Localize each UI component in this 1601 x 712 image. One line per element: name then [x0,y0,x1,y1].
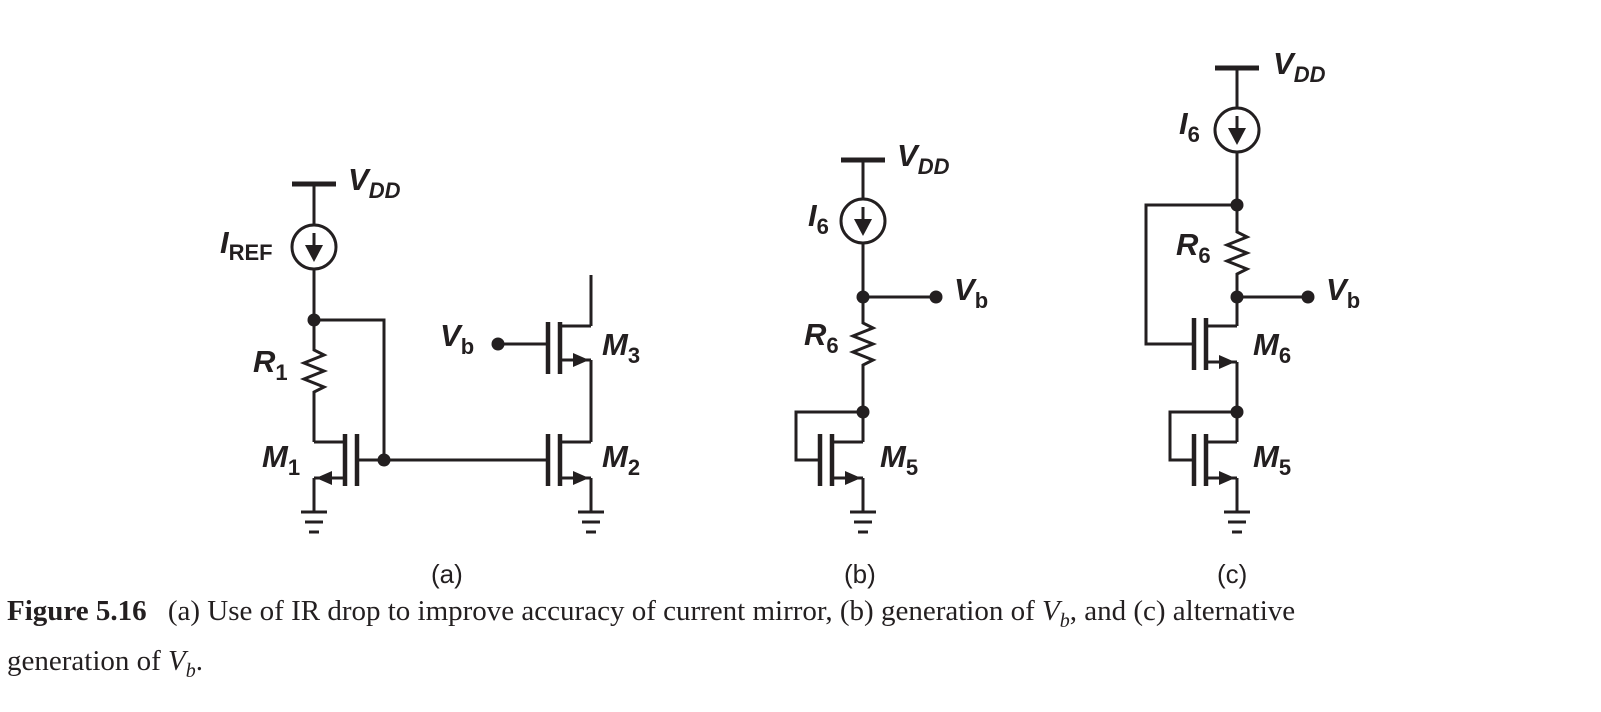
caption-vb-2: Vb [168,644,196,682]
svg-text:I6: I6 [1179,106,1200,147]
svg-text:M1: M1 [262,439,300,480]
circuit-c: VDD I6 R6 Vb M6 M5 (c) [1144,46,1360,589]
transistor-m2 [545,434,593,512]
circuit-a: VDD IREF R1 M1 M2 M3 Vb (a) [220,162,640,589]
svg-text:R1: R1 [253,344,288,385]
ground-m2 [578,510,604,534]
caption-vb: Vb [1042,595,1070,632]
resistor-r1 [299,320,329,442]
svg-text:IREF: IREF [220,225,273,265]
current-source-i6-c [1213,106,1261,154]
transistor-m6 [1191,297,1239,412]
svg-text:M5: M5 [880,439,918,480]
resistor-r6-c [1222,205,1252,297]
svg-text:M3: M3 [602,327,640,368]
svg-text:VDD: VDD [348,162,401,203]
svg-text:Vb: Vb [1326,272,1360,313]
svg-text:M2: M2 [602,439,640,480]
svg-text:Vb: Vb [440,318,474,359]
transistor-m5-c [1191,412,1239,512]
vb-terminal-b [929,290,943,304]
svg-text:VDD: VDD [1273,46,1326,87]
circuit-schematic: VDD IREF R1 M1 M2 M3 Vb (a) [220,46,1360,589]
part-label-b: (b) [844,559,876,589]
vb-terminal-a [491,337,505,351]
svg-text:M6: M6 [1253,327,1291,368]
current-source-i6-b [839,197,887,245]
resistor-r6-b [848,297,878,412]
figure-number: Figure 5.16 [7,595,147,627]
caption-text-2: , and (c) alternative [1069,595,1296,627]
part-label-a: (a) [431,559,463,589]
ground-m5-c [1224,510,1250,534]
current-source-iref [290,223,338,271]
transistor-m1 [312,434,384,512]
ground-m1 [301,510,327,534]
vb-terminal-c [1301,290,1315,304]
caption-text-4: . [195,644,204,677]
svg-text:Vb: Vb [954,272,988,313]
transistor-m3 [500,275,593,374]
caption-text-1: (a) Use of IR drop to improve accuracy o… [167,595,1035,627]
transistor-m5-b [817,412,865,512]
part-label-c: (c) [1217,559,1247,589]
svg-text:R6: R6 [804,317,839,358]
svg-text:I6: I6 [808,198,829,239]
svg-text:M5: M5 [1253,439,1291,480]
ground-m5-b [850,510,876,534]
caption-text-3: generation of [7,644,161,677]
svg-text:VDD: VDD [897,138,950,179]
figure-caption: Figure 5.16 (a) Use of IR drop to improv… [7,591,1567,691]
svg-text:R6: R6 [1176,227,1211,268]
circuit-b: VDD I6 Vb R6 M5 (b) [794,138,988,589]
